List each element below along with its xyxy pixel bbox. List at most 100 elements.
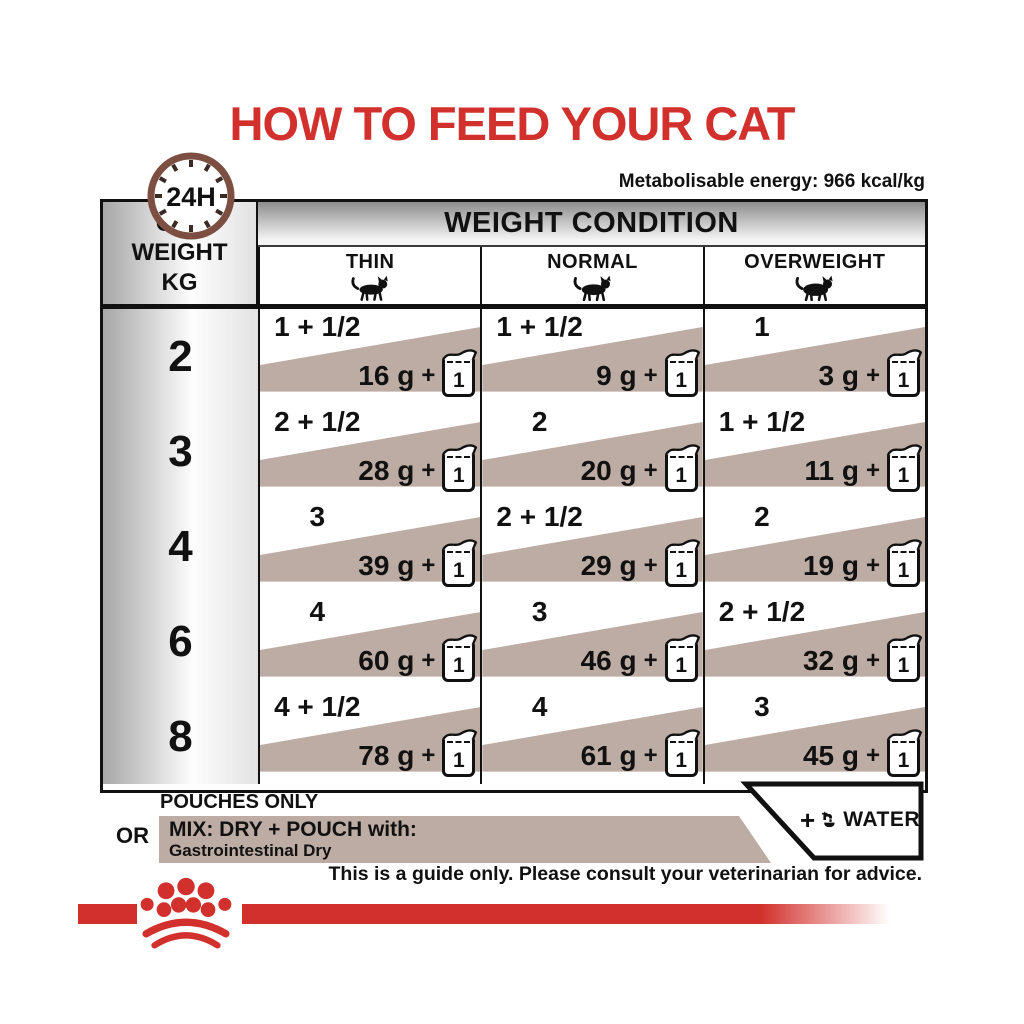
grams-value: 45 g xyxy=(802,740,859,771)
amount: 20 g + 1 xyxy=(580,444,700,492)
column-header-normal: NORMAL xyxy=(480,247,703,309)
pouch-icon: 1 xyxy=(664,634,700,682)
feeding-cell: 1 + 1/2 9 g + 1 xyxy=(480,309,703,404)
weight-value: 3 xyxy=(103,404,258,499)
plus-sign: + xyxy=(421,647,436,674)
amount: 45 g + 1 xyxy=(802,729,923,777)
brand-line-right xyxy=(242,904,890,924)
pouch-count: 1 + 1/2 xyxy=(496,311,583,342)
column-label: OVERWEIGHT xyxy=(744,250,886,273)
energy-note: Metabolisable energy: 966 kcal/kg xyxy=(618,171,925,192)
cat-icon xyxy=(351,275,388,301)
pouch-count: 3 xyxy=(309,501,326,532)
pouch-icon: 1 xyxy=(886,539,923,587)
pouch-count: 2 + 1/2 xyxy=(274,406,361,437)
column-header-thin: THIN xyxy=(258,247,481,309)
feeding-cell: 2 + 1/2 32 g + 1 xyxy=(702,594,925,689)
pouch-icon: 1 xyxy=(886,729,923,777)
weight-condition-header: WEIGHT CONDITION xyxy=(258,202,925,247)
clock-label: 24H xyxy=(166,182,216,212)
plus-sign: + xyxy=(421,552,436,579)
plus-sign: + xyxy=(643,742,658,769)
plus-sign: + xyxy=(643,647,658,674)
pouch-icon: 1 xyxy=(886,444,923,492)
grams-value: 46 g xyxy=(580,645,637,676)
grams-value: 29 g xyxy=(580,550,637,581)
pouch-unit: 1 xyxy=(675,749,687,772)
amount: 28 g + 1 xyxy=(358,444,478,492)
plus-sign: + xyxy=(865,552,880,579)
pouch-icon: 1 xyxy=(886,634,923,682)
pouch-icon: 1 xyxy=(664,349,700,397)
weight-header-line: WEIGHT xyxy=(131,239,228,267)
water-label: WATER xyxy=(843,808,920,831)
page-title: HOW TO FEED YOUR CAT xyxy=(229,97,796,150)
feeding-cell: 2 20 g + 1 xyxy=(480,404,703,499)
pouch-unit: 1 xyxy=(897,749,910,772)
plus-sign: + xyxy=(800,804,816,835)
plus-sign: + xyxy=(865,362,880,389)
weight-value: 8 xyxy=(103,689,258,784)
grams-value: 32 g xyxy=(802,645,859,676)
pouch-unit: 1 xyxy=(675,559,687,582)
pouch-count: 1 + 1/2 xyxy=(274,311,361,342)
brand-line-left xyxy=(78,904,137,924)
pouch-count: 3 xyxy=(754,691,770,722)
amount: 3 g + 1 xyxy=(818,349,923,397)
mix-band: MIX: DRY + POUCH with: Gastrointestinal … xyxy=(159,816,771,863)
pouch-count: 3 xyxy=(531,596,548,627)
plus-sign: + xyxy=(643,362,658,389)
pouch-count: 1 + 1/2 xyxy=(718,406,806,437)
feeding-cell: 3 45 g + 1 xyxy=(702,689,925,784)
pouch-icon: 1 xyxy=(442,729,478,777)
pouch-count: 2 xyxy=(531,406,548,437)
cat-icon xyxy=(573,275,611,301)
feeding-cell: 4 61 g + 1 xyxy=(480,689,703,784)
pouch-icon: 1 xyxy=(664,729,700,777)
amount: 61 g + 1 xyxy=(580,729,700,777)
plus-sign: + xyxy=(865,457,880,484)
plus-sign: + xyxy=(865,742,880,769)
weight-value: 6 xyxy=(103,594,258,689)
pouch-unit: 1 xyxy=(897,559,910,582)
feeding-cell: 3 46 g + 1 xyxy=(480,594,703,689)
plus-sign: + xyxy=(421,457,436,484)
plus-sign: + xyxy=(643,552,658,579)
crown-logo xyxy=(140,877,232,949)
pouch-unit: 1 xyxy=(675,464,687,487)
pouch-unit: 1 xyxy=(452,464,465,487)
pouch-icon: 1 xyxy=(442,539,478,587)
amount: 9 g + 1 xyxy=(596,349,700,397)
weight-value: 2 xyxy=(103,309,258,404)
amount: 19 g + 1 xyxy=(803,539,923,587)
pouch-unit: 1 xyxy=(897,464,910,487)
pouch-count: 2 + 1/2 xyxy=(718,596,806,627)
plus-sign: + xyxy=(865,647,880,674)
pouch-unit: 1 xyxy=(452,749,465,772)
grams-value: 78 g xyxy=(358,740,415,771)
grams-value: 20 g xyxy=(580,455,637,486)
grams-value: 3 g xyxy=(818,360,859,391)
grams-value: 28 g xyxy=(358,455,415,486)
pouch-count: 4 + 1/2 xyxy=(274,691,361,722)
grams-value: 16 g xyxy=(358,360,415,391)
faucet-icon xyxy=(822,811,835,828)
pouch-unit: 1 xyxy=(897,369,910,392)
grams-value: 61 g xyxy=(580,740,637,771)
water-box: + WATER xyxy=(740,781,924,861)
amount: 46 g + 1 xyxy=(580,634,700,682)
feeding-cell: 4 + 1/2 78 g + 1 xyxy=(258,689,481,784)
plus-sign: + xyxy=(421,742,436,769)
pouch-unit: 1 xyxy=(675,369,687,392)
plus-sign: + xyxy=(421,362,436,389)
feeding-cell: 2 + 1/2 29 g + 1 xyxy=(480,499,703,594)
pouch-count: 4 xyxy=(309,596,326,627)
amount: 78 g + 1 xyxy=(358,729,478,777)
pouch-unit: 1 xyxy=(452,654,465,677)
pouch-icon: 1 xyxy=(442,634,478,682)
pouch-icon: 1 xyxy=(664,444,700,492)
pouch-icon: 1 xyxy=(442,349,478,397)
amount: 39 g + 1 xyxy=(358,539,478,587)
column-label: NORMAL xyxy=(547,250,638,273)
grams-value: 9 g xyxy=(596,360,637,391)
